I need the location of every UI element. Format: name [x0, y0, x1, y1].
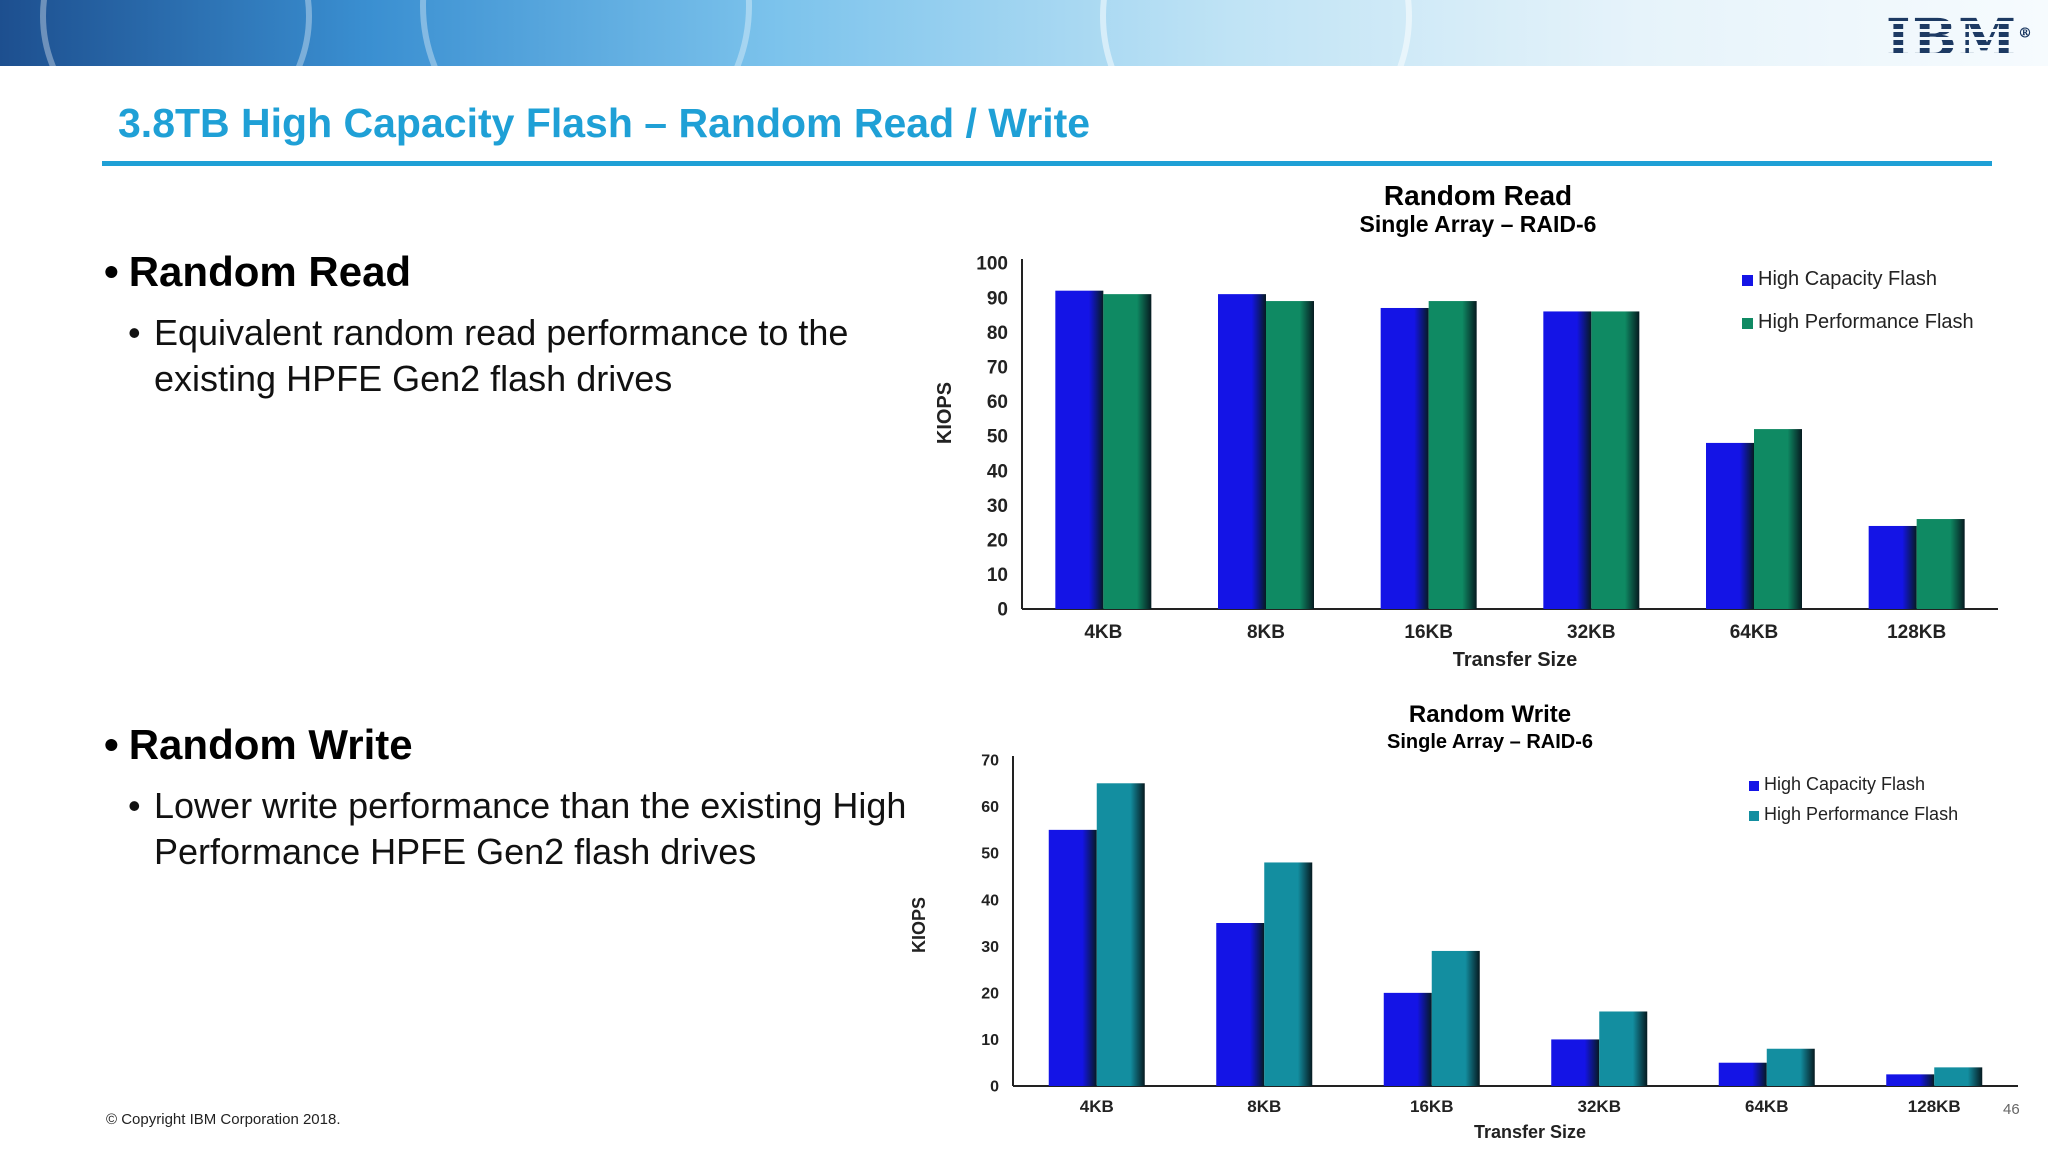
x-axis-label: Transfer Size [1474, 1122, 1586, 1142]
bar-high-performance-128kb [1934, 1067, 1983, 1086]
bar-high-performance-32kb [1591, 311, 1640, 609]
banner-decoration [40, 0, 312, 66]
bar-high-capacity-128kb [1868, 525, 1917, 609]
y-tick-label: 70 [981, 753, 999, 770]
bar-high-capacity-64kb [1718, 1062, 1767, 1086]
legend-swatch [1742, 275, 1753, 286]
legend-label: High Capacity Flash [1758, 268, 1937, 290]
bar-high-performance-16kb [1431, 950, 1480, 1086]
y-tick-label: 0 [997, 600, 1008, 621]
y-tick-label: 100 [976, 254, 1008, 275]
x-tick-label: 4KB [1084, 622, 1122, 643]
bullet-icon: • [104, 248, 119, 295]
bar-high-capacity-128kb [1886, 1074, 1935, 1086]
legend-swatch [1749, 811, 1759, 821]
bullet-random-write-detail: • Lower write performance than the existi… [128, 785, 907, 872]
legend-swatch [1749, 781, 1759, 791]
x-tick-label: 32KB [1578, 1097, 1621, 1116]
bullet-icon: • [128, 785, 141, 826]
y-tick-label: 80 [987, 323, 1008, 344]
page-number: 46 [2003, 1101, 2020, 1118]
x-tick-label: 16KB [1404, 622, 1453, 643]
legend-label: High Capacity Flash [1764, 774, 1925, 794]
y-tick-label: 30 [987, 496, 1008, 517]
x-tick-label: 128KB [1908, 1097, 1961, 1116]
chart-title: Random Read [1384, 180, 1572, 211]
ibm-logo: IBM® [1886, 8, 2034, 66]
header-banner: IBM® [0, 0, 2048, 66]
y-tick-label: 90 [987, 288, 1008, 309]
y-tick-label: 20 [987, 530, 1008, 551]
bar-high-performance-128kb [1916, 519, 1965, 609]
bar-high-capacity-4kb [1048, 829, 1097, 1086]
bar-high-capacity-32kb [1543, 311, 1592, 609]
bullet-random-read-detail: • Equivalent random read performance to t… [128, 312, 849, 399]
bar-high-capacity-4kb [1055, 290, 1104, 609]
slide-title: 3.8TB High Capacity Flash – Random Read … [118, 100, 1091, 146]
bar-high-capacity-8kb [1216, 923, 1265, 1086]
bar-high-capacity-8kb [1218, 294, 1266, 609]
bullet-icon: • [128, 312, 141, 353]
bar-high-capacity-16kb [1383, 992, 1432, 1086]
y-axis-label: KIOPS [909, 897, 929, 953]
x-tick-label: 8KB [1247, 622, 1285, 643]
bar-high-performance-4kb [1103, 294, 1152, 609]
x-axis-label: Transfer Size [1453, 649, 1578, 671]
x-tick-label: 128KB [1887, 622, 1946, 643]
y-axis-label: KIOPS [934, 382, 956, 444]
y-tick-label: 20 [981, 985, 999, 1002]
bar-high-performance-64kb [1766, 1048, 1815, 1086]
y-tick-label: 30 [981, 939, 999, 956]
y-tick-label: 50 [987, 427, 1008, 448]
y-tick-label: 0 [990, 1079, 999, 1096]
bar-high-performance-16kb [1428, 301, 1477, 609]
bullet-random-write: • Random Write [104, 721, 413, 768]
y-tick-label: 10 [981, 1032, 999, 1049]
bullet-icon: • [104, 721, 119, 768]
x-tick-label: 64KB [1745, 1097, 1788, 1116]
x-tick-label: 4KB [1080, 1097, 1114, 1116]
y-tick-label: 40 [987, 461, 1008, 482]
x-tick-label: 32KB [1567, 622, 1616, 643]
bar-high-capacity-16kb [1380, 307, 1429, 609]
x-tick-label: 8KB [1247, 1097, 1281, 1116]
chart-subtitle: Single Array – RAID-6 [1387, 731, 1593, 753]
chart-title: Random Write [1409, 701, 1571, 728]
y-tick-label: 60 [987, 392, 1008, 413]
bar-high-performance-4kb [1096, 783, 1145, 1086]
x-tick-label: 16KB [1410, 1097, 1453, 1116]
bar-high-performance-8kb [1264, 862, 1313, 1086]
title-divider [102, 161, 1992, 166]
legend-swatch [1742, 318, 1753, 329]
legend-label: High Performance Flash [1764, 804, 1958, 824]
copyright-notice: © Copyright IBM Corporation 2018. [106, 1111, 341, 1128]
y-tick-label: 40 [981, 892, 999, 909]
bar-high-capacity-32kb [1551, 1039, 1600, 1086]
bar-high-capacity-64kb [1706, 442, 1754, 609]
legend-label: High Performance Flash [1758, 311, 1974, 333]
y-tick-label: 50 [981, 846, 999, 863]
y-tick-label: 70 [987, 357, 1008, 378]
y-tick-label: 10 [987, 565, 1008, 586]
y-tick-label: 60 [981, 799, 999, 816]
banner-decoration [420, 0, 752, 66]
chart-subtitle: Single Array – RAID-6 [1360, 211, 1597, 237]
bar-high-performance-64kb [1754, 429, 1802, 609]
x-tick-label: 64KB [1730, 622, 1779, 643]
bar-high-performance-32kb [1599, 1011, 1648, 1086]
bar-high-performance-8kb [1266, 301, 1314, 609]
banner-decoration [1100, 0, 1412, 66]
bullet-random-read: • Random Read [104, 248, 412, 295]
